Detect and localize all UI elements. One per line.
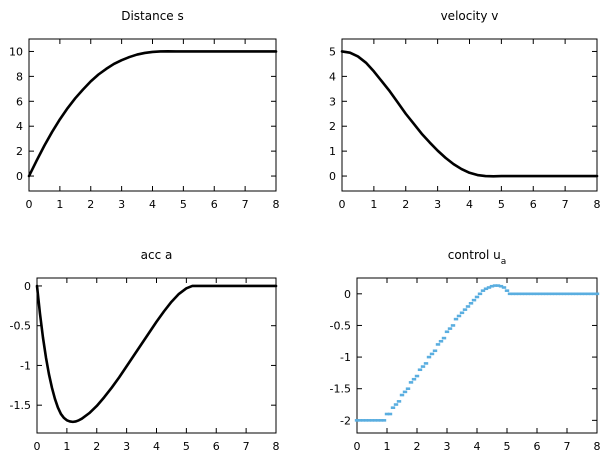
x-tick-label: 3 <box>434 198 441 211</box>
series-line-s <box>27 50 278 178</box>
x-tick-label: 7 <box>562 198 569 211</box>
y-tick-label: 8 <box>16 70 23 83</box>
x-tick-label: 6 <box>211 198 218 211</box>
y-tick-label: -1 <box>340 351 351 364</box>
x-tick-label: 8 <box>594 440 601 453</box>
y-tick-label: 2 <box>16 145 23 158</box>
y-tick-label: -0.5 <box>330 319 351 332</box>
y-tick-label: 0 <box>16 170 23 183</box>
plot-frame <box>356 277 598 434</box>
x-tick-label: 8 <box>273 198 280 211</box>
x-tick-label: 5 <box>504 440 511 453</box>
y-tick-label: 5 <box>329 45 336 58</box>
y-tick-label: -1.5 <box>330 383 351 396</box>
x-tick-label: 5 <box>498 198 505 211</box>
y-tick-label: -1 <box>20 359 31 372</box>
y-tick-label: 1 <box>329 145 336 158</box>
y-tick-label: 0 <box>344 288 351 301</box>
x-tick-label: 7 <box>243 440 250 453</box>
chart-title: acc a <box>141 248 173 262</box>
x-tick-label: 4 <box>474 440 481 453</box>
y-tick-label: 0 <box>329 170 336 183</box>
series-line-a <box>35 284 278 424</box>
x-tick-label: 6 <box>213 440 220 453</box>
x-tick-label: 2 <box>414 440 421 453</box>
chart-panel-4: control ua 0 1 2 3 4 5 6 7 8 0 -0.5 -1 -1.5 -2 <box>330 248 601 453</box>
x-tick-label: 3 <box>118 198 125 211</box>
x-tick-label: 2 <box>402 198 409 211</box>
x-tick-label: 8 <box>273 440 280 453</box>
x-tick-label: 6 <box>534 440 541 453</box>
y-tick-label: -0.5 <box>10 320 31 333</box>
x-tick-label: 1 <box>370 198 377 211</box>
x-tick-label: 4 <box>466 198 473 211</box>
series-line-v <box>340 50 599 178</box>
chart-title: velocity v <box>441 9 499 23</box>
x-tick-label: 4 <box>149 198 156 211</box>
y-tick-label: 0 <box>24 280 31 293</box>
y-tick-label: 3 <box>329 95 336 108</box>
chart-title: Distance s <box>121 9 184 23</box>
chart-panel-1: Distance s 0 1 2 3 4 5 6 7 8 0 2 4 6 8 10 <box>9 9 280 211</box>
y-tick-label: 6 <box>16 95 23 108</box>
y-tick-label: 2 <box>329 120 336 133</box>
x-tick-label: 2 <box>87 198 94 211</box>
x-tick-label: 7 <box>564 440 571 453</box>
chart-title-subscript: a <box>501 257 507 267</box>
x-tick-label: 5 <box>180 198 187 211</box>
chart-panel-2: velocity v 0 1 2 3 4 5 6 7 8 0 1 2 3 4 5 <box>329 9 601 211</box>
x-tick-label: 0 <box>339 198 346 211</box>
x-tick-label: 1 <box>56 198 63 211</box>
y-tick-label: -2 <box>340 414 351 427</box>
plot-frame <box>36 277 277 434</box>
x-tick-label: 3 <box>444 440 451 453</box>
y-tick-label: -1.5 <box>10 399 31 412</box>
x-tick-label: 8 <box>594 198 601 211</box>
x-tick-label: 7 <box>242 198 249 211</box>
x-tick-label: 6 <box>530 198 537 211</box>
x-tick-label: 0 <box>354 440 361 453</box>
x-tick-label: 5 <box>183 440 190 453</box>
y-tick-label: 4 <box>329 70 336 83</box>
plot-frame <box>28 38 277 192</box>
x-tick-label: 1 <box>63 440 70 453</box>
plot-frame <box>341 38 598 192</box>
chart-panel-3: acc a 0 1 2 3 4 5 6 7 8 0 -0.5 -1 -1.5 <box>10 248 280 453</box>
chart-title: control ua <box>448 248 507 267</box>
x-tick-label: 3 <box>123 440 130 453</box>
x-tick-label: 4 <box>153 440 160 453</box>
x-tick-label: 0 <box>26 198 33 211</box>
y-tick-label: 10 <box>9 45 23 58</box>
y-tick-label: 4 <box>16 120 23 133</box>
x-tick-label: 0 <box>34 440 41 453</box>
x-tick-label: 2 <box>93 440 100 453</box>
x-tick-label: 1 <box>384 440 391 453</box>
